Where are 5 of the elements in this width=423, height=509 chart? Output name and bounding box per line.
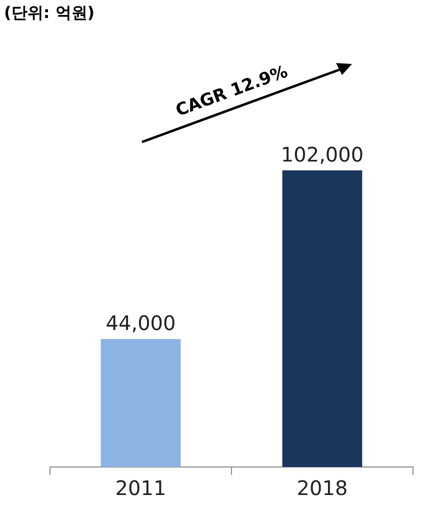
text: (단위: 억원) bbox=[4, 3, 95, 22]
data-label: 44,000 bbox=[106, 311, 176, 336]
x-tick-label: 2011 bbox=[115, 476, 166, 500]
x-tick-label: 2018 bbox=[296, 476, 348, 500]
data-label: 102,000 bbox=[280, 142, 364, 167]
